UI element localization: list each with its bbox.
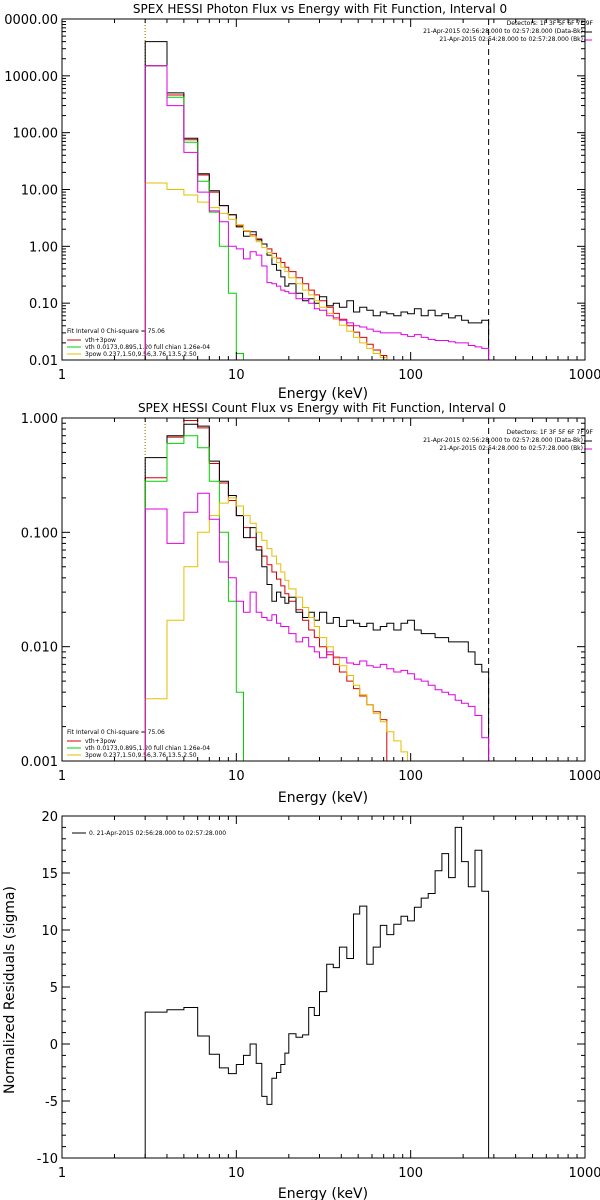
residuals-xtick-label-0: 1 — [58, 1166, 66, 1181]
photon-flux-info-detectors: Detectors: 1F 3F 5F 6F 7F 9F — [507, 20, 594, 27]
photon-flux-info-bk-interval: 21-Apr-2015 02:54:28.000 to 02:57:28.000… — [439, 36, 583, 43]
count-flux-plot-area — [144, 418, 490, 761]
residuals-xtick-label-1: 10 — [228, 1166, 245, 1181]
residuals-ytick-label-5: 15 — [41, 867, 58, 882]
count-flux-series-3 — [144, 497, 415, 761]
count-flux-series-2 — [144, 435, 244, 761]
count-flux-legend-vth: vth 0.0173,0.895,1.20 full chian 1.26e-0… — [85, 745, 210, 752]
residuals-series-0 — [144, 826, 490, 1158]
photon-flux-series-4 — [144, 65, 490, 360]
count-flux-series-1 — [144, 423, 490, 761]
count-flux-xtick-label-2: 100 — [398, 769, 423, 784]
residuals-panel: Energy (keV) Normalized Residuals (sigma… — [2, 810, 600, 1200]
count-flux-legend-fit: Fit Interval 0 Chi-square = 75.06 — [67, 729, 165, 736]
photon-flux-xtick-label-3: 1000 — [568, 368, 600, 383]
count-flux-info-detectors: Detectors: 1F 3F 5F 6F 7F 9F — [507, 429, 594, 436]
photon-flux-plot-area — [144, 19, 490, 360]
photon-flux-ytick-label-3: 10.00 — [21, 184, 58, 199]
count-flux-legend-3pow: 3pow 0.237,1.50,9.56,3.76,13.5,2.50 — [85, 752, 197, 759]
photon-flux-info-data-interval: 21-Apr-2015 02:56:28.000 to 02:57:28.000… — [423, 28, 583, 35]
photon-flux-legend-total: vth+3pow — [85, 337, 116, 344]
photon-flux-ytick-label-2: 1.00 — [29, 240, 58, 255]
count-flux-frame — [61, 417, 586, 762]
count-flux-xlabel: Energy (keV) — [278, 790, 368, 806]
count-flux-xtick-label-0: 1 — [58, 769, 66, 784]
photon-flux-xtick-label-2: 100 — [398, 368, 423, 383]
residuals-ytick-label-3: 5 — [50, 981, 58, 996]
count-flux-ytick-label-2: 0.100 — [21, 526, 58, 541]
count-flux-title: SPEX HESSI Count Flux vs Energy with Fit… — [138, 401, 506, 415]
count-flux-info-data-interval: 21-Apr-2015 02:56:28.000 to 02:57:28.000… — [423, 437, 583, 444]
photon-flux-legend-vth: vth 0.0173,0.895,1.20 full chian 1.26e-0… — [85, 344, 210, 351]
residuals-plot-area — [144, 826, 490, 1158]
count-flux-ytick-label-0: 0.001 — [21, 755, 58, 770]
residuals-xlabel: Energy (keV) — [278, 1186, 368, 1200]
count-flux-xtick-label-3: 1000 — [568, 769, 600, 784]
count-flux-xtick-label-1: 10 — [228, 769, 245, 784]
photon-flux-panel: SPEX HESSI Photon Flux vs Energy with Fi… — [4, 2, 600, 402]
residuals-xtick-label-2: 100 — [398, 1166, 423, 1181]
photon-flux-ytick-label-1: 0.10 — [29, 297, 58, 312]
photon-flux-ytick-label-4: 100.00 — [13, 127, 59, 142]
photon-flux-xtick-label-1: 10 — [228, 368, 245, 383]
residuals-legend-label: 0. 21-Apr-2015 02:56:28.000 to 02:57:28.… — [89, 830, 226, 837]
count-flux-legend-total: vth+3pow — [85, 738, 116, 745]
photon-flux-legend-fit: Fit Interval 0 Chi-square = 75.06 — [67, 328, 165, 335]
count-flux-series-4 — [144, 492, 490, 761]
photon-flux-series-1 — [144, 41, 490, 360]
photon-flux-ytick-label-6: 0000.00 — [4, 13, 58, 28]
residuals-ytick-label-2: 0 — [50, 1038, 58, 1053]
photon-flux-xtick-label-0: 1 — [58, 368, 66, 383]
count-flux-panel: SPEX HESSI Count Flux vs Energy with Fit… — [21, 401, 600, 806]
residuals-xtick-label-3: 1000 — [568, 1166, 600, 1181]
residuals-ylabel: Normalized Residuals (sigma) — [2, 886, 18, 1094]
photon-flux-legend-3pow: 3pow 0.237,1.50,9.56,3.76,13.5,2.50 — [85, 351, 197, 358]
residuals-ytick-label-6: 20 — [41, 810, 58, 825]
count-flux-ytick-label-1: 0.010 — [21, 641, 58, 656]
residuals-ytick-label-4: 10 — [41, 924, 58, 939]
photon-flux-ytick-label-5: 1000.00 — [4, 70, 58, 85]
count-flux-info-bk-interval: 21-Apr-2015 02:54:28.000 to 02:57:28.000… — [439, 445, 583, 452]
count-flux-ytick-label-3: 1.000 — [21, 412, 58, 427]
photon-flux-xlabel: Energy (keV) — [278, 386, 368, 402]
photon-flux-ytick-label-0: 0.01 — [29, 354, 58, 369]
residuals-ytick-label-1: -5 — [45, 1095, 58, 1110]
photon-flux-title: SPEX HESSI Photon Flux vs Energy with Fi… — [133, 2, 507, 16]
residuals-ytick-label-0: -10 — [37, 1152, 58, 1167]
